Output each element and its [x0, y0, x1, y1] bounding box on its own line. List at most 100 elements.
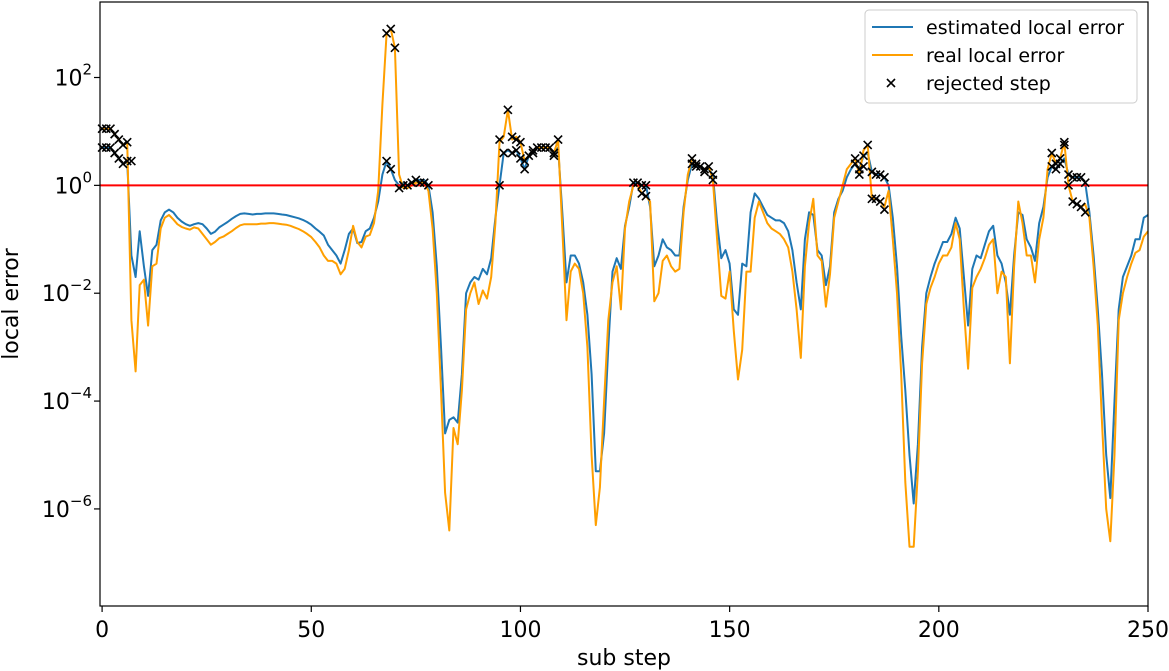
rejected-step-marker	[879, 172, 889, 182]
rejected-step-marker	[528, 148, 538, 158]
series-layer	[102, 28, 1149, 548]
rejected-step-marker	[122, 156, 132, 166]
rejected-step-marker	[641, 180, 651, 190]
rejected-step-marker	[105, 143, 116, 153]
rejected-step-marker	[1068, 172, 1078, 182]
rejected-step-marker	[850, 153, 860, 163]
rejected-step-marker	[1047, 148, 1057, 158]
legend-swatch-rejected	[886, 78, 896, 88]
rejected-step-marker	[1059, 137, 1069, 147]
legend-label-real: real local error	[926, 45, 1065, 67]
rejected-step-marker	[494, 180, 505, 190]
rejected-step-marker	[1076, 202, 1086, 212]
y-axis-title: local error	[0, 247, 24, 359]
rejected-step-marker	[549, 151, 559, 161]
rejected-step-marker	[390, 43, 400, 53]
rejected-step-marker	[1055, 153, 1065, 163]
rejected-step-marker	[110, 129, 120, 139]
legend: estimated local error real local error r…	[864, 9, 1138, 104]
rejected-step-marker	[423, 180, 433, 190]
rejected-step-marker	[101, 124, 111, 134]
rejected-step-marker	[110, 148, 120, 158]
y-tick-label: 10−2	[42, 276, 92, 307]
rejected-step-marker	[854, 170, 864, 180]
rejected-step-marker	[101, 143, 111, 153]
rejected-step-marker	[415, 178, 425, 188]
rejected-step-marker	[419, 178, 429, 188]
rejected-step-marker	[536, 143, 546, 153]
y-tick-label: 102	[54, 61, 92, 92]
legend-label-estimated: estimated local error	[926, 17, 1124, 39]
plot-frame	[99, 1, 1149, 607]
rejected-step-marker	[1047, 161, 1057, 172]
rejected-step-marker	[1059, 140, 1069, 150]
rejected-step-marker	[545, 143, 555, 153]
x-tick-label: 100	[499, 618, 541, 643]
rejected-step-marker	[503, 105, 513, 115]
rejected-step-marker	[1080, 178, 1090, 188]
x-tick-label: 200	[918, 618, 960, 643]
rejected-step-marker	[528, 145, 538, 155]
rejected-step-marker	[382, 156, 392, 166]
rejected-step-marker	[411, 175, 421, 185]
legend-label-rejected: rejected step	[926, 73, 1051, 95]
y-tick-label: 100	[54, 168, 92, 199]
rejected-step-marker	[863, 140, 873, 150]
rejected-step-marker	[699, 164, 710, 174]
rejected-step-marker	[695, 161, 705, 172]
rejected-step-marker	[1068, 196, 1078, 207]
rejected-step-marker	[118, 159, 128, 169]
rejected-step-marker	[858, 161, 869, 172]
rejected-step-marker	[879, 205, 889, 215]
rejected-step-marker	[407, 178, 417, 188]
rejected-step-marker	[126, 156, 136, 166]
rejected-step-marker	[867, 167, 877, 177]
rejected-step-marker	[871, 194, 881, 204]
x-tick-label: 250	[1127, 618, 1169, 643]
rejected-step-marker	[494, 134, 505, 145]
rejected-step-marker	[1063, 180, 1074, 190]
rejected-step-marker	[520, 156, 530, 166]
rejected-step-marker	[699, 167, 710, 177]
rejected-step-marker	[402, 180, 413, 190]
rejected-step-marker	[1080, 207, 1090, 217]
rejected-step-marker	[691, 159, 701, 169]
rejected-step-marker	[386, 164, 396, 174]
rejected-step-marker	[507, 132, 517, 142]
x-tick-label: 50	[297, 618, 325, 643]
rejected-step-marker	[704, 161, 714, 172]
rejected-step-marker	[637, 180, 647, 190]
series-line-real	[102, 28, 1149, 548]
rejected-step-marker	[122, 137, 132, 147]
rejected-step-marker	[515, 153, 526, 163]
rejected-step-marker	[114, 153, 124, 163]
rejected-step-marker	[1063, 170, 1074, 180]
rejected-step-marker	[708, 175, 718, 185]
rejected-step-marker	[118, 140, 128, 150]
rejected-step-marker	[687, 159, 697, 169]
rejected-step-marker	[867, 194, 877, 204]
y-tick-label: 10−4	[42, 384, 92, 415]
rejected-step-marker	[875, 196, 885, 207]
rejected-step-marker	[524, 151, 534, 161]
rejected-step-marker	[532, 143, 542, 153]
rejected-markers-layer	[97, 24, 1090, 217]
x-ticks: 0 50 100 150 200 250	[95, 606, 1169, 643]
rejected-step-marker	[114, 134, 124, 145]
rejected-step-marker	[520, 164, 530, 174]
rejected-step-marker	[641, 191, 651, 201]
rejected-step-marker	[875, 170, 885, 180]
rejected-step-marker	[637, 188, 647, 199]
rejected-step-marker	[515, 137, 526, 147]
legend-box	[864, 9, 1138, 104]
rejected-step-marker	[553, 134, 563, 145]
rejected-step-marker	[398, 180, 408, 190]
rejected-step-marker	[105, 124, 116, 134]
x-tick-label: 150	[709, 618, 751, 643]
rejected-step-marker	[871, 170, 881, 180]
rejected-step-marker	[507, 148, 517, 158]
rejected-step-marker	[858, 151, 869, 161]
x-tick-label: 0	[95, 618, 109, 643]
y-ticks: 102 100 10−2 10−4 10−6	[42, 61, 100, 523]
